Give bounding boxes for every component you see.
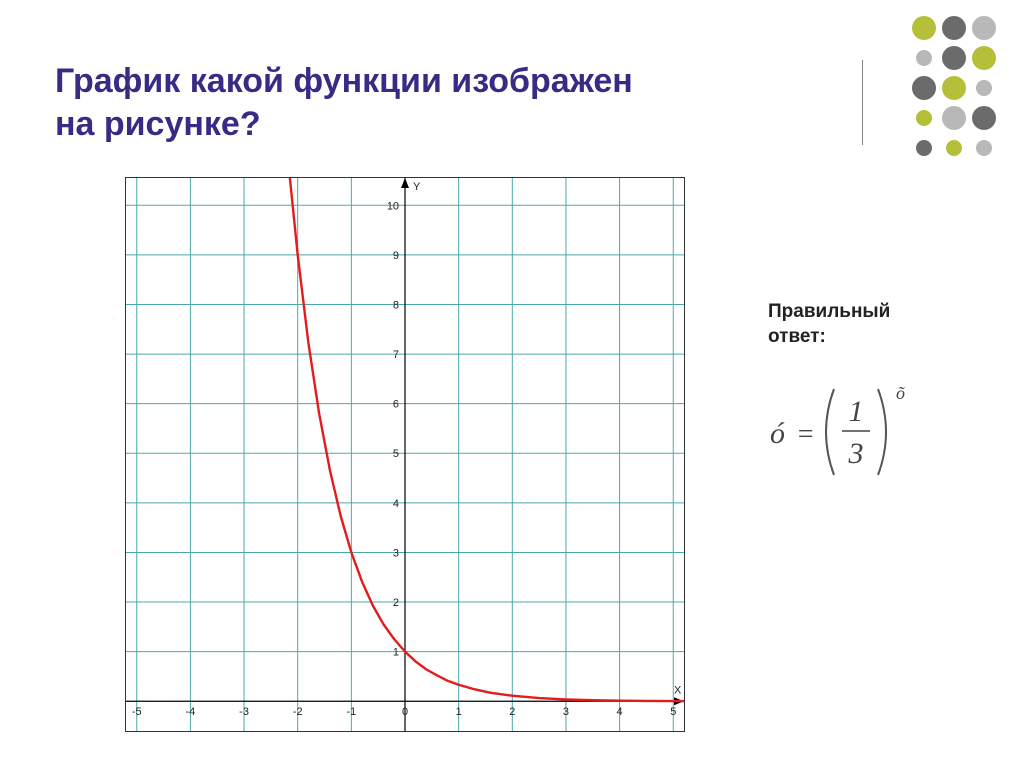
svg-text:ó: ó	[770, 417, 785, 450]
svg-text:-3: -3	[239, 706, 249, 718]
svg-text:õ: õ	[896, 383, 905, 403]
svg-text:9: 9	[393, 250, 399, 262]
decorative-dot	[946, 140, 962, 156]
svg-text:-1: -1	[346, 706, 356, 718]
decorative-dot	[972, 16, 996, 40]
svg-text:3: 3	[848, 437, 864, 470]
decorative-dot	[972, 106, 996, 130]
svg-text:8: 8	[393, 299, 399, 311]
svg-text:1: 1	[849, 395, 864, 428]
svg-text:3: 3	[393, 547, 399, 559]
svg-text:4: 4	[617, 706, 623, 718]
decorative-dot	[916, 110, 932, 126]
svg-text:2: 2	[393, 597, 399, 609]
vertical-divider	[862, 60, 863, 145]
decorative-dot	[972, 46, 996, 70]
answer-line-2: ответ:	[768, 326, 826, 347]
answer-line-1: Правильный	[768, 301, 890, 322]
slide-title: График какой функции изображен на рисунк…	[55, 60, 633, 145]
decorative-dot	[942, 106, 966, 130]
answer-formula: ó = 1 3 õ	[762, 375, 942, 485]
decorative-dot	[976, 140, 992, 156]
svg-text:0: 0	[402, 706, 408, 718]
decorative-dot	[916, 140, 932, 156]
svg-text:6: 6	[393, 399, 399, 411]
svg-text:1: 1	[456, 706, 462, 718]
svg-text:-4: -4	[186, 706, 196, 718]
decorative-dot	[912, 76, 936, 100]
svg-text:3: 3	[563, 706, 569, 718]
svg-text:=: =	[796, 419, 815, 450]
svg-text:7: 7	[393, 349, 399, 361]
svg-text:2: 2	[509, 706, 515, 718]
decorative-dot	[942, 16, 966, 40]
svg-text:-5: -5	[132, 706, 142, 718]
decorative-dot	[976, 80, 992, 96]
formula-svg: ó = 1 3 õ	[762, 375, 942, 485]
decorative-dot-grid	[912, 16, 1002, 156]
svg-text:-2: -2	[293, 706, 303, 718]
decorative-dot	[916, 50, 932, 66]
chart-svg: X Y -5 -4 -3 -2 -1 0 1 2 3 4 5 1 2 3 4 5 6 7 8 9 10	[126, 178, 684, 731]
svg-text:4: 4	[393, 498, 399, 510]
decorative-dot	[942, 76, 966, 100]
title-line-1: График какой функции изображен	[55, 62, 633, 100]
function-chart: X Y -5 -4 -3 -2 -1 0 1 2 3 4 5 1 2 3 4 5 6 7 8 9 10	[125, 177, 685, 732]
svg-text:X: X	[674, 684, 682, 696]
svg-text:1: 1	[393, 647, 399, 659]
svg-text:5: 5	[670, 706, 676, 718]
title-line-2: на рисунке?	[55, 105, 261, 143]
svg-text:10: 10	[387, 200, 399, 212]
svg-text:Y: Y	[413, 181, 421, 193]
decorative-dot	[942, 46, 966, 70]
decorative-dot	[912, 16, 936, 40]
svg-text:5: 5	[393, 448, 399, 460]
answer-label: Правильный ответ:	[768, 300, 890, 349]
